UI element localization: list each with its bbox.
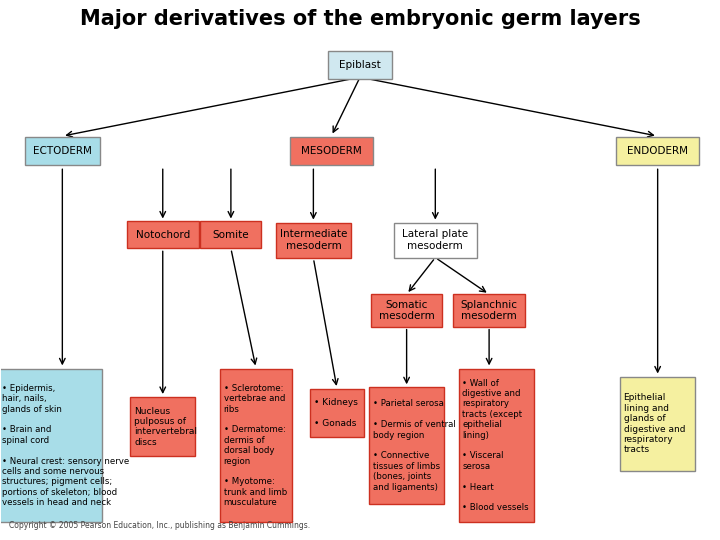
Text: Somite: Somite <box>212 230 249 240</box>
FancyBboxPatch shape <box>200 221 261 248</box>
Text: ENDODERM: ENDODERM <box>627 146 688 156</box>
Text: Intermediate
mesoderm: Intermediate mesoderm <box>279 230 347 251</box>
Text: • Sclerotome:
vertebrae and
ribs

• Dermatome:
dermis of
dorsal body
region

• M: • Sclerotome: vertebrae and ribs • Derma… <box>224 384 287 507</box>
Text: Copyright © 2005 Pearson Education, Inc., publishing as Benjamin Cummings.: Copyright © 2005 Pearson Education, Inc.… <box>9 521 310 530</box>
FancyBboxPatch shape <box>328 51 392 79</box>
FancyBboxPatch shape <box>130 397 195 456</box>
FancyBboxPatch shape <box>454 294 525 327</box>
FancyBboxPatch shape <box>371 294 443 327</box>
FancyBboxPatch shape <box>620 377 696 471</box>
FancyBboxPatch shape <box>276 222 351 258</box>
FancyBboxPatch shape <box>394 222 477 258</box>
FancyBboxPatch shape <box>290 137 372 165</box>
Text: Notochord: Notochord <box>135 230 190 240</box>
Text: Nucleus
pulposus of
intervertebral
discs: Nucleus pulposus of intervertebral discs <box>134 407 197 447</box>
FancyBboxPatch shape <box>369 388 444 503</box>
Text: MESODERM: MESODERM <box>301 146 361 156</box>
FancyBboxPatch shape <box>310 389 364 437</box>
Text: • Kidneys

• Gonads: • Kidneys • Gonads <box>314 398 358 428</box>
FancyBboxPatch shape <box>127 221 199 248</box>
Text: • Parietal serosa

• Dermis of ventral
body region

• Connective
tissues of limb: • Parietal serosa • Dermis of ventral bo… <box>372 400 455 491</box>
Text: • Wall of
digestive and
respiratory
tracts (except
epithelial
lining)

• Viscera: • Wall of digestive and respiratory trac… <box>462 379 528 512</box>
Text: • Epidermis,
hair, nails,
glands of skin

• Brain and
spinal cord

• Neural cres: • Epidermis, hair, nails, glands of skin… <box>1 384 129 507</box>
Text: Major derivatives of the embryonic germ layers: Major derivatives of the embryonic germ … <box>80 9 640 29</box>
FancyBboxPatch shape <box>24 137 100 165</box>
FancyBboxPatch shape <box>459 368 534 523</box>
FancyBboxPatch shape <box>0 368 102 523</box>
Text: Splanchnic
mesoderm: Splanchnic mesoderm <box>461 300 518 321</box>
FancyBboxPatch shape <box>220 368 292 523</box>
FancyBboxPatch shape <box>616 137 699 165</box>
Text: Somatic
mesoderm: Somatic mesoderm <box>379 300 434 321</box>
Text: Epiblast: Epiblast <box>339 60 381 70</box>
Text: Lateral plate
mesoderm: Lateral plate mesoderm <box>402 230 469 251</box>
Text: ECTODERM: ECTODERM <box>33 146 91 156</box>
Text: Epithelial
lining and
glands of
digestive and
respiratory
tracts: Epithelial lining and glands of digestiv… <box>624 394 685 454</box>
